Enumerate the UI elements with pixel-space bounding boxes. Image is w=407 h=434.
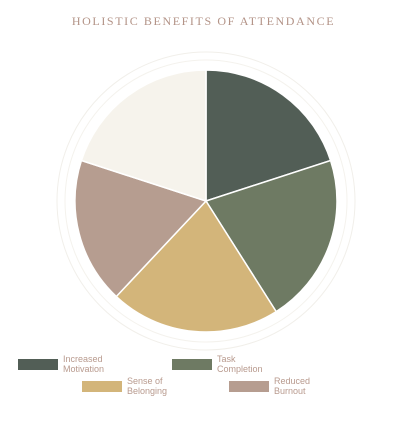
legend-swatch (229, 381, 269, 392)
legend-item-sense-of-belonging: Sense of Belonging (82, 376, 185, 396)
pie-slice-unlabeled (80, 69, 207, 203)
legend: Increased Motivation Task Completion Sen… (0, 354, 407, 424)
pie-slice-sense-of-belonging (115, 199, 278, 333)
legend-label: Reduced Burnout (274, 376, 311, 396)
pie-slice-task-completion (204, 159, 338, 313)
legend-item-task-completion: Task Completion (172, 354, 275, 374)
pie-slices (74, 69, 338, 333)
legend-item-increased-motivation: Increased Motivation (18, 354, 121, 374)
legend-swatch (82, 381, 122, 392)
legend-item-reduced-burnout: Reduced Burnout (229, 376, 332, 396)
legend-swatch (172, 359, 212, 370)
legend-label: Sense of Belonging (127, 376, 168, 396)
outer-ring (56, 51, 356, 351)
chart-title: HOLISTIC BENEFITS OF ATTENDANCE (71, 14, 336, 28)
pie-slice-increased-motivation (205, 69, 332, 203)
pie-slice-reduced-burnout (74, 159, 208, 298)
legend-swatch (18, 359, 58, 370)
legend-label: Increased Motivation (63, 354, 105, 374)
legend-label: Task Completion (217, 354, 263, 374)
inner-ring (64, 59, 348, 343)
